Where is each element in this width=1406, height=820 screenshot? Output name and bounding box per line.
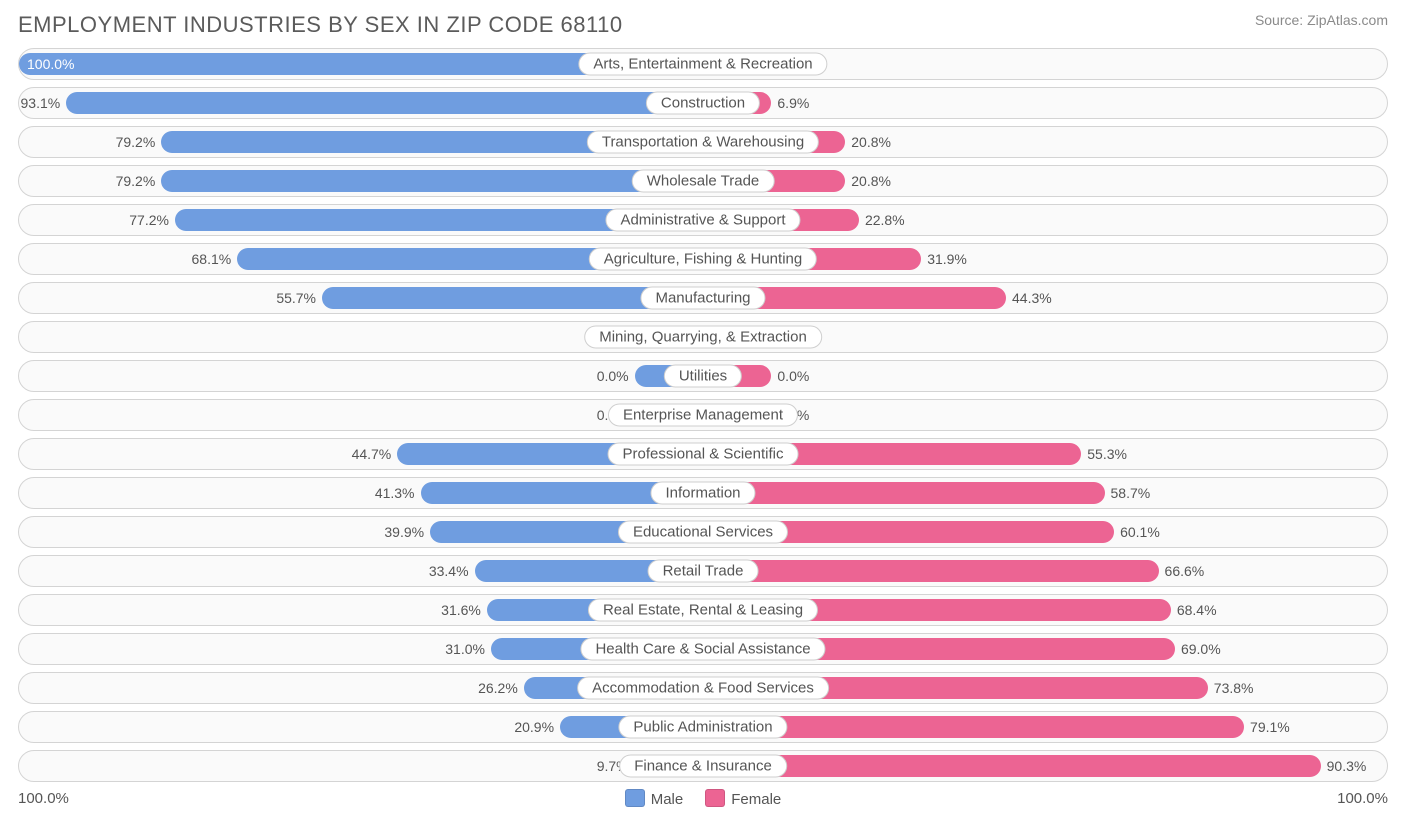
category-label: Arts, Entertainment & Recreation — [578, 53, 827, 76]
diverging-bar-chart: 100.0% 0.0% Arts, Entertainment & Recreati… — [18, 48, 1388, 782]
legend-female: Female — [705, 789, 781, 808]
category-label: Utilities — [664, 365, 742, 388]
bar-row: 68.1% 31.9% Agriculture, Fishing & Hunting — [18, 243, 1388, 275]
bar-row: 79.2% 20.8% Wholesale Trade — [18, 165, 1388, 197]
female-bar — [703, 755, 1321, 777]
female-pct-label: 20.8% — [851, 134, 891, 150]
source-attribution: Source: ZipAtlas.com — [1255, 12, 1388, 28]
bar-row: 20.9% 79.1% Public Administration — [18, 711, 1388, 743]
female-swatch-icon — [705, 789, 725, 807]
bar-row: 44.7% 55.3% Professional & Scientific — [18, 438, 1388, 470]
female-pct-label: 44.3% — [1012, 290, 1052, 306]
male-pct-label: 20.9% — [514, 719, 554, 735]
male-pct-label: 31.6% — [441, 602, 481, 618]
male-pct-label: 79.2% — [116, 134, 156, 150]
bar-row: 79.2% 20.8% Transportation & Warehousing — [18, 126, 1388, 158]
male-pct-label: 39.9% — [384, 524, 424, 540]
bar-row: 0.0% 0.0% Utilities — [18, 360, 1388, 392]
header: EMPLOYMENT INDUSTRIES BY SEX IN ZIP CODE… — [18, 12, 1388, 38]
male-swatch-icon — [625, 789, 645, 807]
category-label: Public Administration — [618, 716, 787, 739]
bar-row: 0.0%0.0%Mining, Quarrying, & Extraction — [18, 321, 1388, 353]
male-pct-label: 77.2% — [129, 212, 169, 228]
female-pct-label: 60.1% — [1120, 524, 1160, 540]
category-label: Real Estate, Rental & Leasing — [588, 599, 818, 622]
female-pct-label: 31.9% — [927, 251, 967, 267]
category-label: Administrative & Support — [605, 209, 800, 232]
category-label: Health Care & Social Assistance — [580, 638, 825, 661]
bar-row: 77.2% 22.8% Administrative & Support — [18, 204, 1388, 236]
female-bar — [703, 560, 1159, 582]
male-pct-label: 31.0% — [445, 641, 485, 657]
female-pct-label: 0.0% — [777, 368, 809, 384]
male-pct-label: 26.2% — [478, 680, 518, 696]
male-pct-label: 44.7% — [352, 446, 392, 462]
female-bar — [703, 482, 1105, 504]
legend: Male Female — [625, 789, 782, 808]
male-bar — [161, 170, 703, 192]
male-pct-label: 0.0% — [597, 368, 629, 384]
axis-left-label: 100.0% — [18, 790, 69, 807]
category-label: Mining, Quarrying, & Extraction — [584, 326, 822, 349]
bar-row: 41.3% 58.7% Information — [18, 477, 1388, 509]
bar-row: 55.7% 44.3% Manufacturing — [18, 282, 1388, 314]
bar-row: 100.0%0.0%Arts, Entertainment & Recreati… — [18, 48, 1388, 80]
bar-row: 31.0% 69.0% Health Care & Social Assistanc… — [18, 633, 1388, 665]
male-pct-label: 68.1% — [192, 251, 232, 267]
female-pct-label: 79.1% — [1250, 719, 1290, 735]
axis-right-label: 100.0% — [1337, 790, 1388, 807]
female-pct-label: 68.4% — [1177, 602, 1217, 618]
female-pct-label: 73.8% — [1214, 680, 1254, 696]
male-pct-label: 100.0% — [27, 56, 74, 72]
category-label: Manufacturing — [640, 287, 765, 310]
male-pct-label: 55.7% — [276, 290, 316, 306]
category-label: Enterprise Management — [608, 404, 798, 427]
male-pct-label: 93.1% — [21, 95, 61, 111]
female-pct-label: 90.3% — [1327, 758, 1367, 774]
chart-title: EMPLOYMENT INDUSTRIES BY SEX IN ZIP CODE… — [18, 12, 623, 38]
category-label: Professional & Scientific — [608, 443, 799, 466]
male-pct-label: 79.2% — [116, 173, 156, 189]
male-pct-label: 33.4% — [429, 563, 469, 579]
female-pct-label: 6.9% — [777, 95, 809, 111]
bar-row: 93.1% 6.9% Construction — [18, 87, 1388, 119]
category-label: Construction — [646, 92, 760, 115]
category-label: Accommodation & Food Services — [577, 677, 829, 700]
axis-legend-row: 100.0% Male Female 100.0% — [18, 789, 1388, 808]
legend-female-label: Female — [731, 791, 781, 808]
category-label: Transportation & Warehousing — [587, 131, 819, 154]
male-bar — [66, 92, 703, 114]
bar-row: 0.0%0.0%Enterprise Management — [18, 399, 1388, 431]
female-pct-label: 66.6% — [1165, 563, 1205, 579]
male-pct-label: 41.3% — [375, 485, 415, 501]
female-pct-label: 22.8% — [865, 212, 905, 228]
category-label: Retail Trade — [648, 560, 759, 583]
legend-male-label: Male — [651, 791, 684, 808]
category-label: Finance & Insurance — [619, 755, 787, 778]
bar-row: 9.7%90.3%Finance & Insurance — [18, 750, 1388, 782]
category-label: Educational Services — [618, 521, 788, 544]
category-label: Wholesale Trade — [632, 170, 775, 193]
bar-row: 31.6% 68.4% Real Estate, Rental & Leasing — [18, 594, 1388, 626]
female-pct-label: 55.3% — [1087, 446, 1127, 462]
category-label: Information — [650, 482, 755, 505]
legend-male: Male — [625, 789, 684, 808]
female-pct-label: 58.7% — [1111, 485, 1151, 501]
female-pct-label: 69.0% — [1181, 641, 1221, 657]
bar-row: 33.4% 66.6% Retail Trade — [18, 555, 1388, 587]
bar-row: 39.9% 60.1% Educational Services — [18, 516, 1388, 548]
female-pct-label: 20.8% — [851, 173, 891, 189]
category-label: Agriculture, Fishing & Hunting — [589, 248, 817, 271]
bar-row: 26.2% 73.8% Accommodation & Food Services — [18, 672, 1388, 704]
